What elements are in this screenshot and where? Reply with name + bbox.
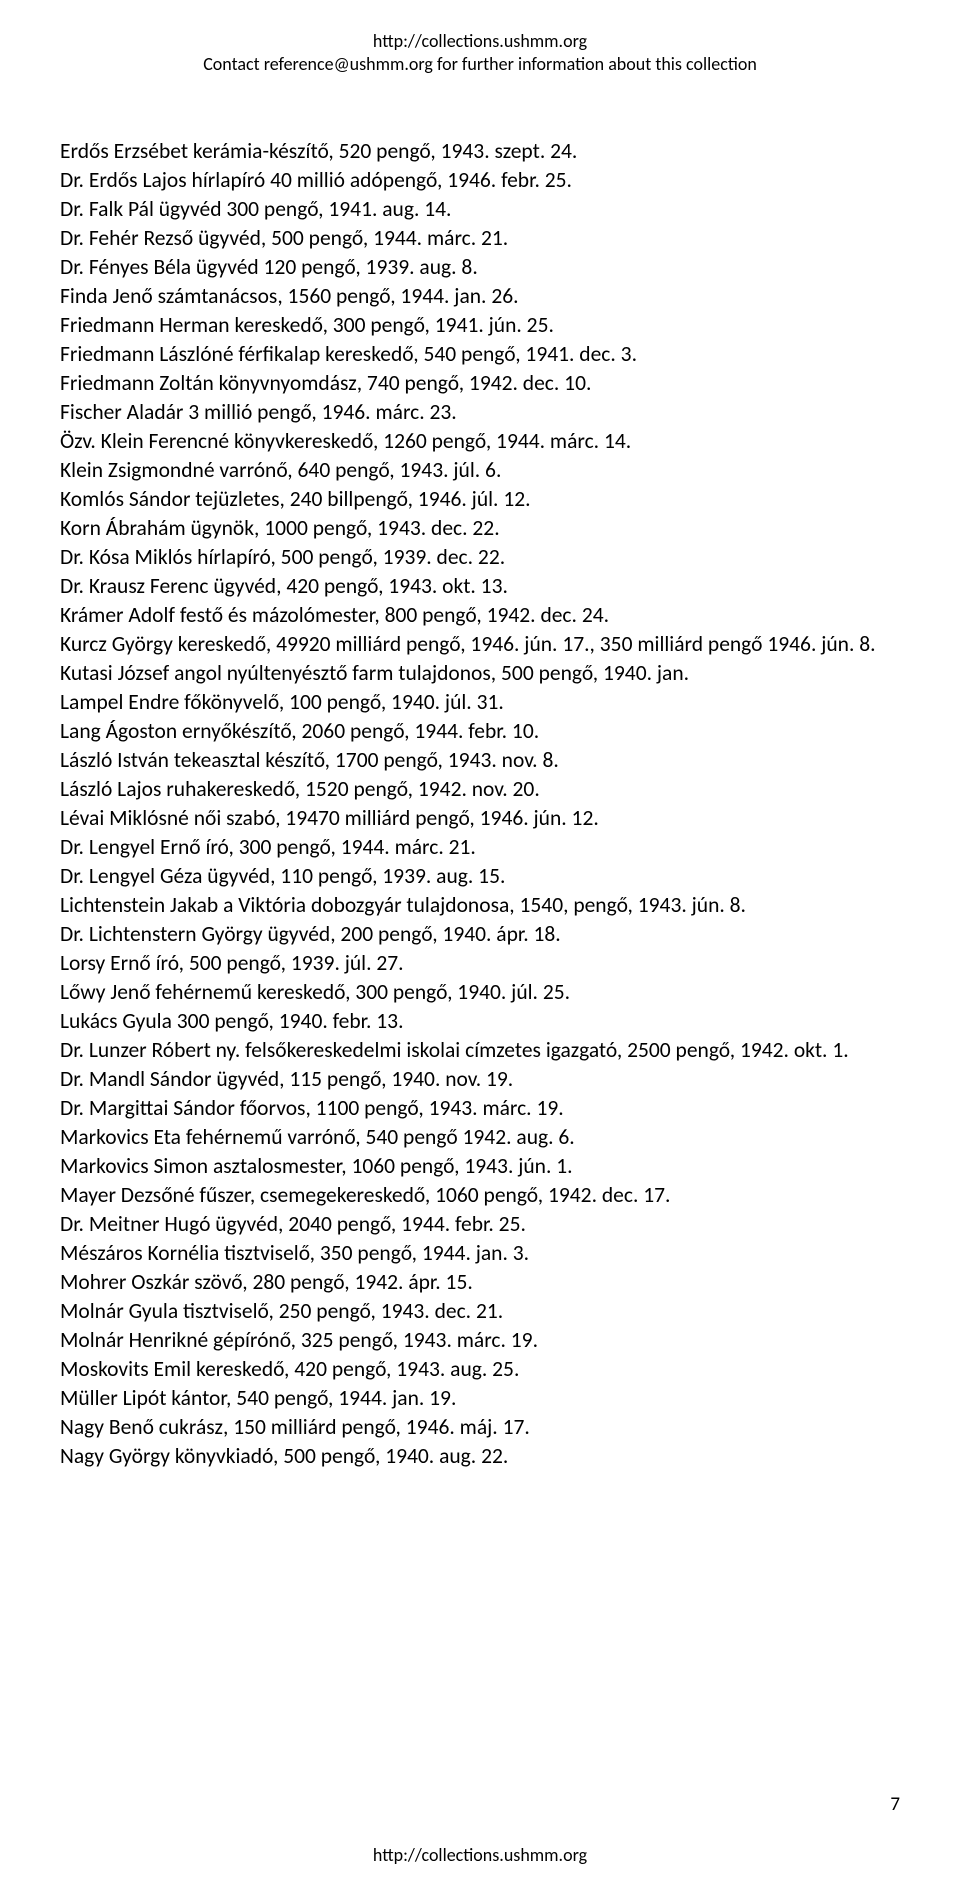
entry-line: Krámer Adolf festő és mázolómester, 800 … <box>60 601 900 630</box>
entry-line: Lichtenstein Jakab a Viktória dobozgyár … <box>60 891 900 920</box>
entry-line: Özv. Klein Ferencné könyvkereskedő, 1260… <box>60 427 900 456</box>
entry-line: Mayer Dezsőné fűszer, csemegekereskedő, … <box>60 1181 900 1210</box>
entry-line: Dr. Meitner Hugó ügyvéd, 2040 pengő, 194… <box>60 1210 900 1239</box>
page-number: 7 <box>890 1793 900 1816</box>
entry-line: Markovics Simon asztalosmester, 1060 pen… <box>60 1152 900 1181</box>
entry-line: Moskovits Emil kereskedő, 420 pengő, 194… <box>60 1355 900 1384</box>
entry-line: Dr. Lunzer Róbert ny. felsőkereskedelmi … <box>60 1036 900 1065</box>
header-url: http://collections.ushmm.org <box>60 30 900 53</box>
entry-line: Kurcz György kereskedő, 49920 milliárd p… <box>60 630 900 659</box>
entry-line: Dr. Fehér Rezső ügyvéd, 500 pengő, 1944.… <box>60 224 900 253</box>
entry-line: Dr. Mandl Sándor ügyvéd, 115 pengő, 1940… <box>60 1065 900 1094</box>
page-footer: http://collections.ushmm.org <box>0 1844 960 1866</box>
entry-line: Lorsy Ernő író, 500 pengő, 1939. júl. 27… <box>60 949 900 978</box>
entry-line: Dr. Lengyel Ernő író, 300 pengő, 1944. m… <box>60 833 900 862</box>
entry-line: Markovics Eta fehérnemű varrónő, 540 pen… <box>60 1123 900 1152</box>
entry-line: László Lajos ruhakereskedő, 1520 pengő, … <box>60 775 900 804</box>
entry-line: Dr. Fényes Béla ügyvéd 120 pengő, 1939. … <box>60 253 900 282</box>
entry-line: Dr. Margittai Sándor főorvos, 1100 pengő… <box>60 1094 900 1123</box>
entry-line: Friedmann Herman kereskedő, 300 pengő, 1… <box>60 311 900 340</box>
entry-line: Nagy György könyvkiadó, 500 pengő, 1940.… <box>60 1442 900 1471</box>
document-body: Erdős Erzsébet kerámia-készítő, 520 peng… <box>60 137 900 1472</box>
entry-line: Komlós Sándor tejüzletes, 240 billpengő,… <box>60 485 900 514</box>
entry-line: Klein Zsigmondné varrónő, 640 pengő, 194… <box>60 456 900 485</box>
entry-line: Lőwy Jenő fehérnemű kereskedő, 300 pengő… <box>60 978 900 1007</box>
entry-line: Korn Ábrahám ügynök, 1000 pengő, 1943. d… <box>60 514 900 543</box>
entry-line: Lang Ágoston ernyőkészítő, 2060 pengő, 1… <box>60 717 900 746</box>
entry-line: Molnár Henrikné gépírónő, 325 pengő, 194… <box>60 1326 900 1355</box>
entry-line: Friedmann Zoltán könyvnyomdász, 740 peng… <box>60 369 900 398</box>
document-page: http://collections.ushmm.org Contact ref… <box>0 0 960 1890</box>
entry-line: Dr. Lengyel Géza ügyvéd, 110 pengő, 1939… <box>60 862 900 891</box>
page-header: http://collections.ushmm.org Contact ref… <box>60 30 900 77</box>
entry-line: Lampel Endre főkönyvelő, 100 pengő, 1940… <box>60 688 900 717</box>
entry-line: Dr. Falk Pál ügyvéd 300 pengő, 1941. aug… <box>60 195 900 224</box>
entry-line: Müller Lipót kántor, 540 pengő, 1944. ja… <box>60 1384 900 1413</box>
entry-line: Kutasi József angol nyúltenyésztő farm t… <box>60 659 900 688</box>
entry-line: Finda Jenő számtanácsos, 1560 pengő, 194… <box>60 282 900 311</box>
entry-line: Mészáros Kornélia tisztviselő, 350 pengő… <box>60 1239 900 1268</box>
entry-line: Lukács Gyula 300 pengő, 1940. febr. 13. <box>60 1007 900 1036</box>
entry-line: Mohrer Oszkár szövő, 280 pengő, 1942. áp… <box>60 1268 900 1297</box>
entry-line: Dr. Krausz Ferenc ügyvéd, 420 pengő, 194… <box>60 572 900 601</box>
entry-line: Erdős Erzsébet kerámia-készítő, 520 peng… <box>60 137 900 166</box>
entry-line: Dr. Erdős Lajos hírlapíró 40 millió adóp… <box>60 166 900 195</box>
entry-line: Friedmann Lászlóné férfikalap kereskedő,… <box>60 340 900 369</box>
entry-line: Nagy Benő cukrász, 150 milliárd pengő, 1… <box>60 1413 900 1442</box>
entry-line: László István tekeasztal készítő, 1700 p… <box>60 746 900 775</box>
header-contact: Contact reference@ushmm.org for further … <box>60 53 900 76</box>
entry-line: Dr. Lichtenstern György ügyvéd, 200 peng… <box>60 920 900 949</box>
entry-line: Fischer Aladár 3 millió pengő, 1946. már… <box>60 398 900 427</box>
entry-line: Dr. Kósa Miklós hírlapíró, 500 pengő, 19… <box>60 543 900 572</box>
entry-line: Molnár Gyula tisztviselő, 250 pengő, 194… <box>60 1297 900 1326</box>
entry-line: Lévai Miklósné női szabó, 19470 milliárd… <box>60 804 900 833</box>
